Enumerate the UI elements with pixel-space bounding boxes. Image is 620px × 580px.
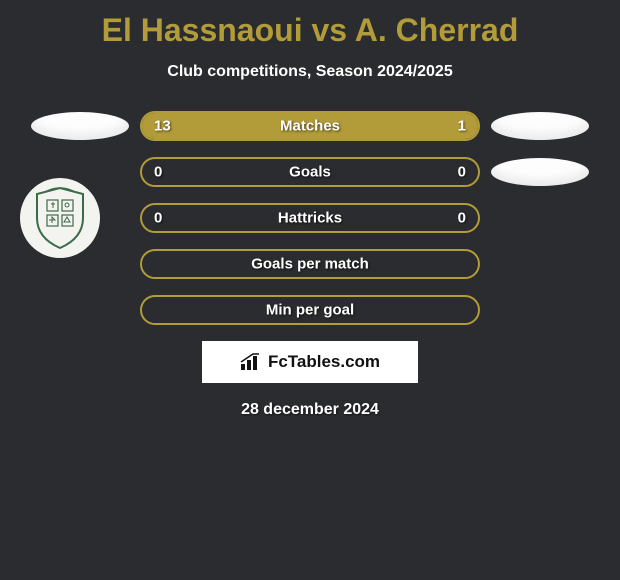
stat-label: Goals	[289, 164, 331, 181]
stat-bar: 13 Matches 1	[140, 111, 480, 141]
stat-label: Matches	[280, 118, 340, 135]
stat-bar: Goals per match	[140, 249, 480, 279]
stat-label: Goals per match	[251, 256, 369, 273]
stat-bar: 0 Goals 0	[140, 157, 480, 187]
right-slot-0	[480, 112, 600, 140]
stat-left-value: 0	[154, 164, 162, 181]
brand-text: FcTables.com	[268, 352, 380, 372]
stat-row-matches: 13 Matches 1	[0, 111, 620, 141]
page-title: El Hassnaoui vs A. Cherrad	[0, 0, 620, 49]
crest-icon	[20, 178, 100, 258]
bar-chart-icon	[240, 353, 262, 371]
page-subtitle: Club competitions, Season 2024/2025	[0, 63, 620, 81]
stat-bar: 0 Hattricks 0	[140, 203, 480, 233]
stat-right-value: 0	[458, 210, 466, 227]
stat-left-value: 13	[154, 118, 171, 135]
stat-row-mpg: Min per goal	[0, 295, 620, 325]
brand-content: FcTables.com	[240, 352, 380, 372]
right-slot-1	[480, 158, 600, 186]
stat-bar: Min per goal	[140, 295, 480, 325]
stat-label: Hattricks	[278, 210, 342, 227]
stat-label: Min per goal	[266, 302, 354, 319]
bar-right-fill	[411, 113, 478, 139]
ellipse-icon	[491, 112, 589, 140]
brand-box[interactable]: FcTables.com	[202, 341, 418, 383]
stat-right-value: 1	[458, 118, 466, 135]
left-slot-0	[20, 112, 140, 140]
team-crest-left	[20, 178, 100, 258]
stat-left-value: 0	[154, 210, 162, 227]
stat-right-value: 0	[458, 164, 466, 181]
bar-left-fill	[142, 113, 411, 139]
ellipse-icon	[31, 112, 129, 140]
ellipse-icon	[491, 158, 589, 186]
date-text: 28 december 2024	[0, 401, 620, 419]
